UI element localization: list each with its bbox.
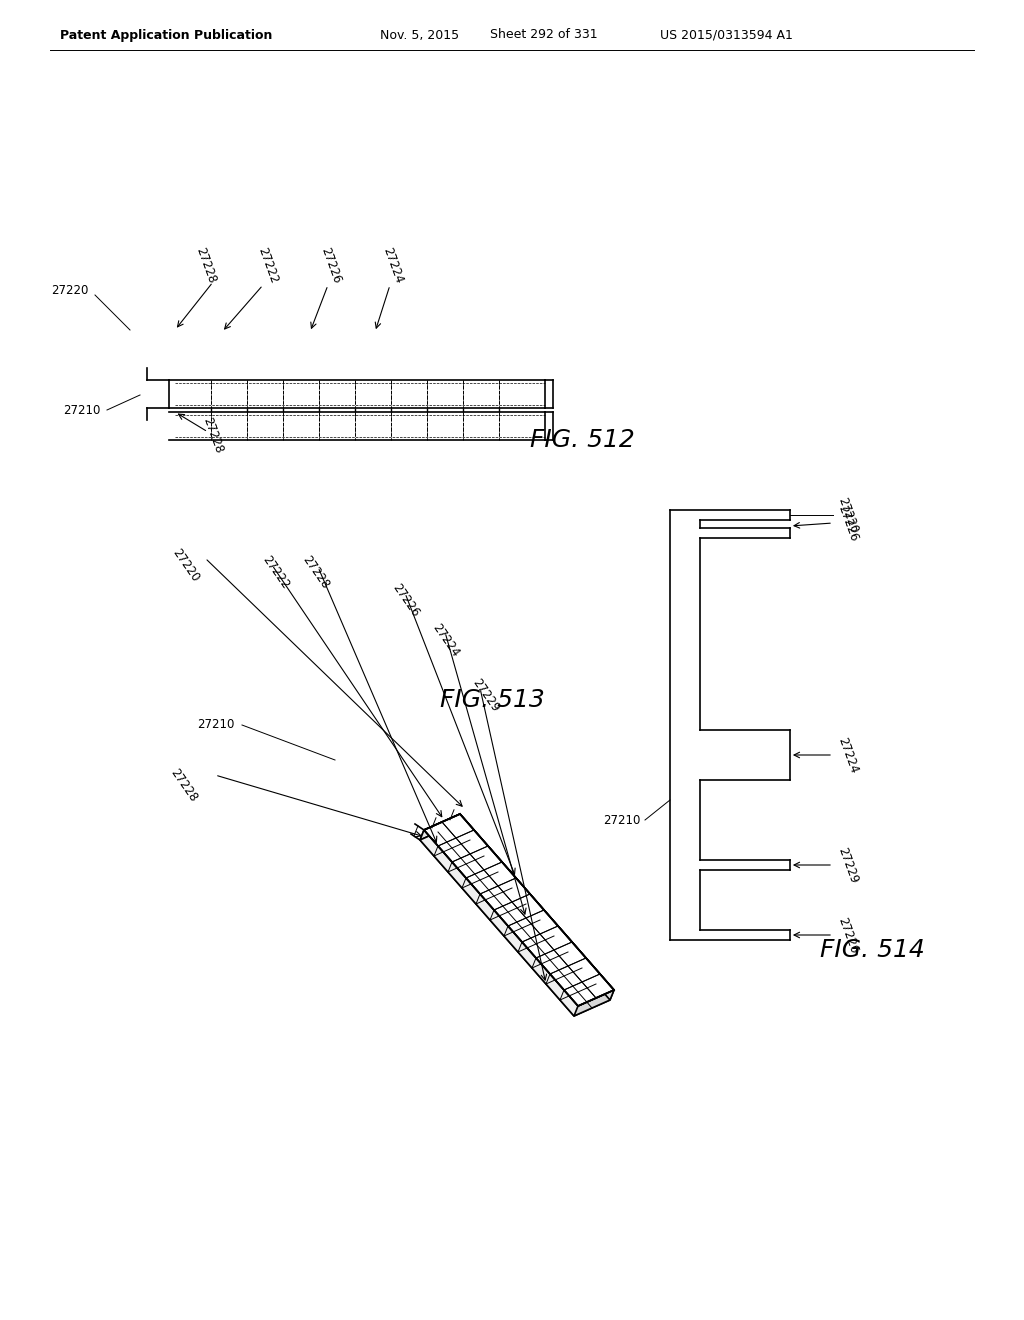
Text: 27210: 27210	[62, 404, 100, 417]
Text: 27226: 27226	[835, 915, 860, 954]
Text: 27229: 27229	[835, 845, 860, 884]
Text: US 2015/0313594 A1: US 2015/0313594 A1	[660, 29, 793, 41]
Text: 27224: 27224	[430, 620, 462, 659]
Text: 27222: 27222	[255, 246, 280, 285]
Text: Nov. 5, 2015: Nov. 5, 2015	[380, 29, 459, 41]
Text: 27220: 27220	[835, 495, 860, 535]
Text: FIG. 512: FIG. 512	[530, 428, 635, 451]
Text: 27226: 27226	[835, 503, 860, 543]
Polygon shape	[420, 814, 460, 840]
Text: Sheet 292 of 331: Sheet 292 of 331	[490, 29, 598, 41]
Text: 27224: 27224	[835, 735, 860, 775]
Text: FIG. 514: FIG. 514	[820, 939, 925, 962]
Text: 27228: 27228	[168, 766, 200, 804]
Polygon shape	[420, 830, 578, 1016]
Text: 27228: 27228	[300, 553, 332, 591]
Polygon shape	[456, 814, 614, 1001]
Text: 27210: 27210	[198, 718, 234, 731]
Text: 27226: 27226	[318, 246, 343, 285]
Polygon shape	[424, 814, 614, 1006]
Text: Patent Application Publication: Patent Application Publication	[60, 29, 272, 41]
Text: 27229: 27229	[470, 676, 502, 714]
Text: 27210: 27210	[603, 813, 640, 826]
Text: 27224: 27224	[380, 246, 406, 285]
Polygon shape	[574, 990, 614, 1016]
Text: 27220: 27220	[50, 284, 88, 297]
Text: 27220: 27220	[170, 546, 202, 583]
Text: FIG. 513: FIG. 513	[440, 688, 545, 711]
Text: 27228: 27228	[200, 416, 225, 455]
Text: 27222: 27222	[260, 553, 292, 591]
Polygon shape	[420, 824, 610, 1016]
Text: 27226: 27226	[390, 581, 422, 619]
Text: 27228: 27228	[193, 246, 218, 285]
